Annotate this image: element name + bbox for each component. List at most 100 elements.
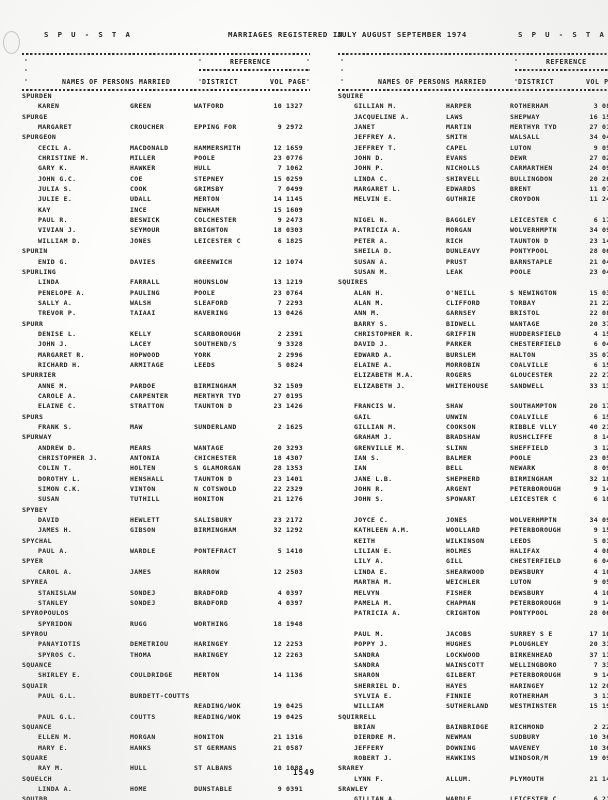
- given-name: POPPY J.: [354, 640, 389, 649]
- spouse-surname: BALMER: [446, 454, 472, 463]
- district-name: HAMMERSMITH: [194, 143, 241, 152]
- surname-heading: SQUELCH: [22, 775, 314, 785]
- index-entry-row: JOHN D. EVANS DEWR 27 0290: [338, 154, 608, 164]
- given-name: JOHN D.: [354, 154, 384, 163]
- index-entry-row: STANLEY SONDEJ BRADFORD 4 0397: [22, 599, 314, 609]
- page-number-ref: 1140: [602, 650, 608, 659]
- surname-heading: SPYER: [22, 557, 314, 567]
- index-entry-row: ELLEN M. MORGAN HONITON 21 1316: [22, 733, 314, 743]
- header-pipe: ': [340, 78, 345, 86]
- given-name: KAREN: [38, 102, 60, 111]
- spouse-surname: HAYES: [446, 681, 468, 690]
- volume-number: 9: [593, 671, 598, 680]
- given-name: LINDA C.: [354, 174, 389, 183]
- row-spacer: [338, 206, 608, 216]
- page-number-ref: 0439: [602, 257, 608, 266]
- index-entry-row: JULIA S. COOK GRIMSBY 7 0499: [22, 185, 314, 195]
- given-name: SANDRA: [354, 660, 380, 669]
- spouse-surname: CARPENTER: [130, 391, 169, 400]
- spouse-surname: JONES: [130, 236, 152, 245]
- given-name: PAUL M.: [354, 629, 384, 638]
- district-name: WELLINGBORO: [510, 660, 557, 669]
- index-entry-row: JANET MARTIN MERTHYR TYD 27 0118: [338, 123, 608, 133]
- spouse-surname: CAPEL: [446, 143, 468, 152]
- index-entry-row: PAUL M. JACOBS SURREY S E 17 1056: [338, 630, 608, 640]
- district-name: POOLE: [194, 288, 216, 297]
- district-name: CROYDON: [510, 195, 540, 204]
- running-head-right-guide: S P U - S T A: [518, 30, 607, 39]
- header-pipe: ': [306, 68, 311, 76]
- surname-heading: SQUAIR: [22, 682, 314, 692]
- header-rule-top: [22, 53, 310, 55]
- spouse-surname: HARPER: [446, 102, 472, 111]
- page-number-ref: 1887: [602, 495, 608, 504]
- index-entry-row: READING/WOK 19 0425: [22, 702, 314, 712]
- volume-number: 15: [273, 205, 282, 214]
- district-name: HALTON: [510, 350, 536, 359]
- page-number-ref: 0489: [602, 267, 608, 276]
- page-number-ref: 1659: [286, 143, 304, 152]
- given-name: SHARON: [354, 671, 380, 680]
- given-name: IAN S.: [354, 454, 380, 463]
- index-entry-row: CHRISTOPHER R. GRIFFIN HUDDERSFIELD 4 1542: [338, 330, 608, 340]
- surname-heading: SQUIRES: [338, 278, 608, 288]
- volume-number: 37: [589, 650, 598, 659]
- spouse-surname: PAULING: [130, 288, 160, 297]
- given-name: BRIAN: [354, 722, 376, 731]
- given-name: JOHN P.: [354, 164, 384, 173]
- given-name: GILLIAN A.: [354, 795, 397, 800]
- page-number-ref: 1515: [602, 526, 608, 535]
- volume-number: 32: [273, 381, 282, 390]
- volume-number: 13: [273, 278, 282, 287]
- volume-number: 19: [589, 754, 598, 762]
- district-name: CHICHESTER: [194, 454, 237, 463]
- given-name: GRENVILLE M.: [354, 443, 406, 452]
- index-entry-row: POPPY J. HUGHES PLOUGHLEY 20 3136: [338, 640, 608, 650]
- spouse-surname: RICH: [446, 236, 464, 245]
- surname-heading: SQUIBB: [22, 795, 314, 800]
- volume-number: 2: [277, 329, 282, 338]
- district-name: YORK: [194, 350, 212, 359]
- given-name: DAVID J.: [354, 340, 389, 349]
- given-name: JANE L.B.: [354, 474, 393, 483]
- district-name: HARINGEY: [194, 650, 229, 659]
- district-name: LEICESTER C: [510, 795, 557, 800]
- spouse-surname: MORGAN: [446, 226, 472, 235]
- index-entry-row: SYLVIA E. FINNIE ROTHERHAM 3 1135: [338, 692, 608, 702]
- spouse-surname: SEYMOUR: [130, 226, 160, 235]
- spouse-surname: SPOWART: [446, 495, 476, 504]
- district-name: BRISTOL: [510, 309, 540, 318]
- volume-number: 40: [589, 423, 598, 431]
- spouse-surname: BIDWELL: [446, 319, 476, 328]
- index-entry-row: LINDA C. SHIRVELL BULLINGDON 20 2688: [338, 175, 608, 185]
- page-number-ref: 0433: [602, 340, 608, 349]
- volume-number: 11: [589, 185, 598, 194]
- district-name: NEWARK: [510, 464, 536, 473]
- index-entry-row: STANISLAW SONDEJ BRADFORD 4 0397: [22, 589, 314, 599]
- page-number-ref: 0290: [602, 154, 608, 163]
- volume-number: 32: [273, 526, 282, 535]
- spouse-surname: WAINSCOTT: [446, 660, 485, 669]
- volume-number: 14: [273, 195, 282, 204]
- given-name: PATRICIA A.: [354, 609, 401, 618]
- given-name: CAROLE A.: [38, 391, 77, 400]
- page-number-ref: 2266: [602, 722, 608, 731]
- district-name: BRADFORD: [194, 598, 229, 607]
- spouse-surname: HOPWOOD: [130, 350, 160, 359]
- given-name: MARGARET L.: [354, 185, 401, 194]
- given-name: KATHLEEN A.M.: [354, 526, 410, 535]
- given-name: MELVIN E.: [354, 195, 393, 204]
- given-name: SALLY A.: [38, 298, 73, 307]
- header-rule-bottom: [22, 89, 310, 91]
- spouse-surname: WARDLE: [130, 547, 156, 556]
- district-name: DEWSBURY: [510, 588, 545, 597]
- page-number-ref: 0425: [286, 702, 304, 711]
- district-name: LEEDS: [194, 360, 216, 369]
- given-name: SIMON C.K.: [38, 485, 81, 494]
- given-name: LILY A.: [354, 557, 384, 566]
- page-number-ref: 2391: [286, 329, 304, 338]
- volume-number: 13: [273, 309, 282, 318]
- given-name: PAUL A.: [38, 547, 68, 556]
- volume-number: 12: [273, 143, 282, 152]
- volume-number: 11: [589, 195, 598, 204]
